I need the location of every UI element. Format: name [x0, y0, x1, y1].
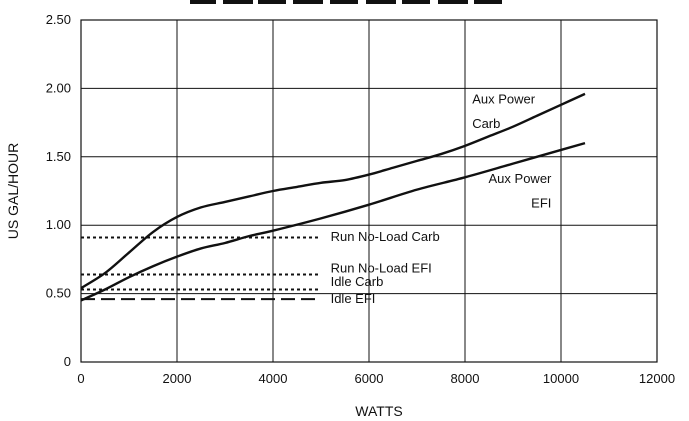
x-tick-label: 2000: [163, 371, 192, 386]
annotation-aux-efi-2: EFI: [531, 195, 551, 210]
annotation-aux-carb-1: Aux Power: [472, 91, 536, 106]
y-tick-label: 0: [64, 354, 71, 369]
series-line-aux-power-carb: [80, 92, 586, 290]
annotation-run-carb: Run No-Load Carb: [331, 229, 440, 244]
banner-fragment: [190, 0, 216, 4]
x-axis-title: WATTS: [355, 403, 402, 419]
annotation-aux-efi-1: Aux Power: [489, 171, 553, 186]
annotation-aux-carb-2: Carb: [472, 116, 500, 131]
annotations: Aux Power Carb Aux Power EFI Run No-Load Car…: [331, 91, 552, 306]
banner-fragment: [258, 0, 286, 4]
y-tick-label: 1.50: [46, 149, 71, 164]
y-tick-label: 1.00: [46, 217, 71, 232]
tick-labels: 0 2000 4000 6000 8000 10000 12000 0 0.50 1.00 1.50…: [46, 12, 675, 386]
x-tick-label: 6000: [355, 371, 384, 386]
annotation-idle-efi: Idle EFI: [331, 291, 376, 306]
x-tick-label: 12000: [639, 371, 675, 386]
annotation-idle-carb: Idle Carb: [331, 274, 384, 289]
banner-fragment: [330, 0, 358, 4]
y-tick-label: 2.50: [46, 12, 71, 27]
top-cropped-banner: [190, 0, 502, 4]
x-tick-label: 10000: [543, 371, 579, 386]
banner-fragment: [223, 0, 253, 4]
grid-lines: [80, 19, 658, 363]
y-tick-label: 0.50: [46, 286, 71, 301]
x-tick-label: 0: [77, 371, 84, 386]
x-tick-label: 4000: [259, 371, 288, 386]
banner-fragment: [293, 0, 323, 4]
series-line-aux-power-efi: [80, 141, 586, 302]
series-lines: [80, 92, 586, 302]
banner-fragment: [366, 0, 396, 4]
banner-fragment: [438, 0, 468, 4]
banner-fragment: [474, 0, 502, 4]
x-tick-label: 8000: [451, 371, 480, 386]
y-tick-label: 2.00: [46, 80, 71, 95]
banner-fragment: [402, 0, 430, 4]
annotation-run-efi: Run No-Load EFI: [331, 260, 432, 275]
y-axis-title: US GAL/HOUR: [5, 143, 21, 239]
